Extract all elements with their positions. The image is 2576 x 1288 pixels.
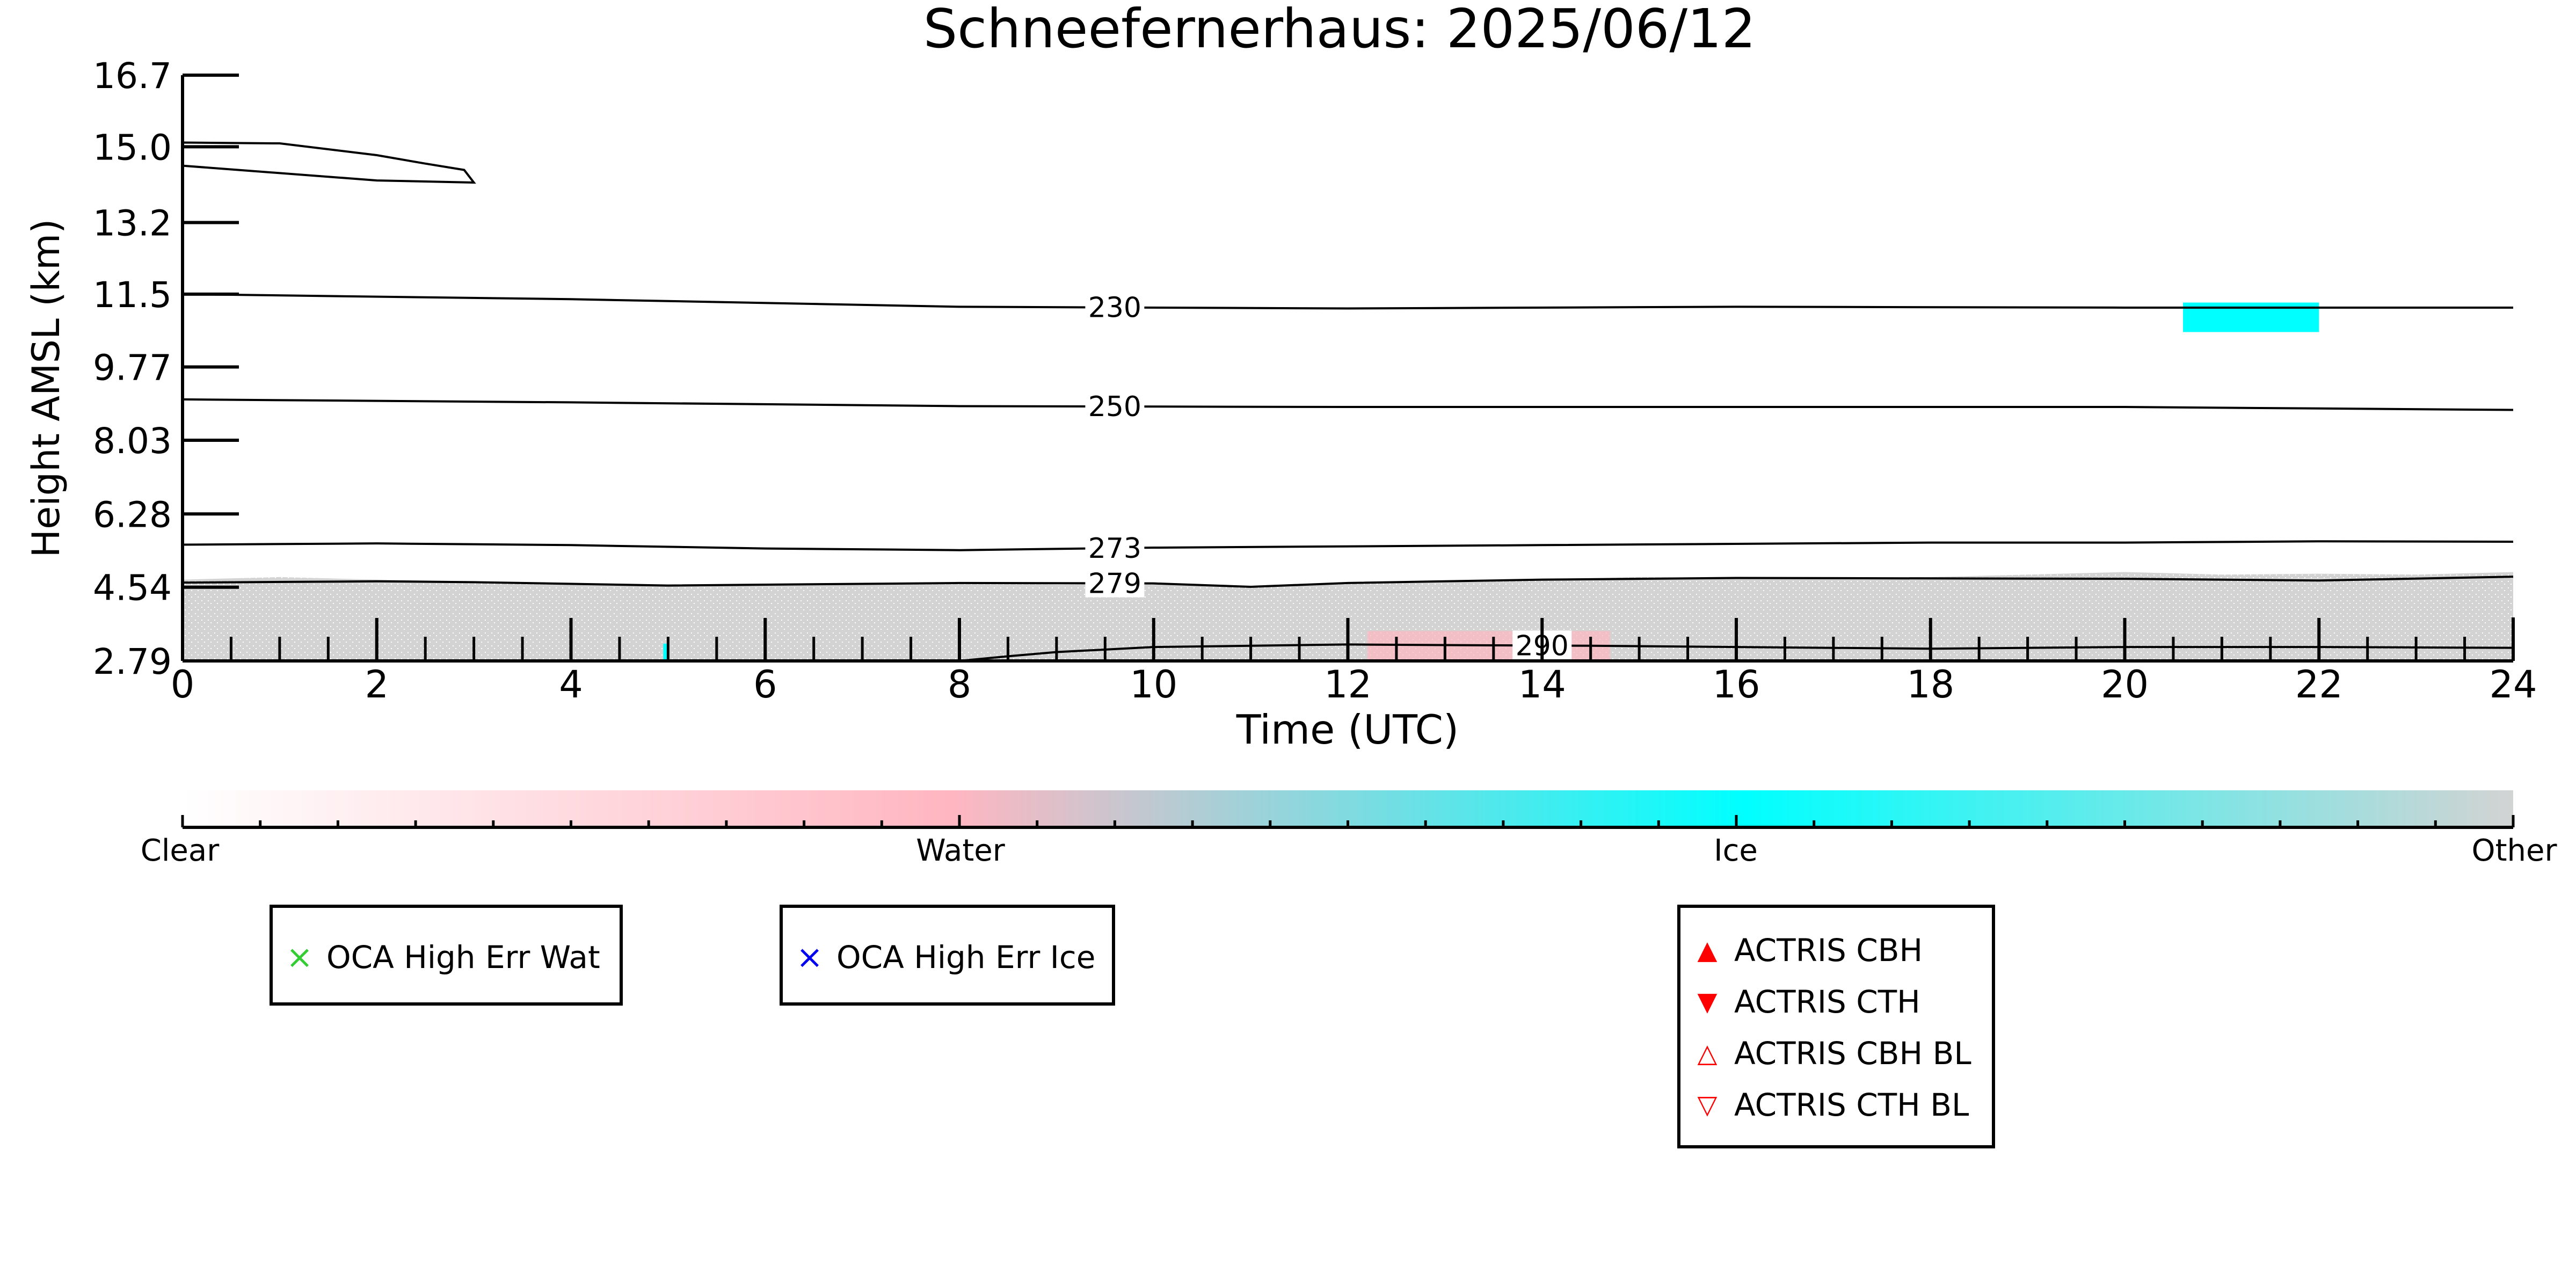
legend-label: OCA High Err Wat [326, 939, 600, 976]
contour-label: 279 [1088, 568, 1141, 600]
x-tick-label: 16 [1712, 663, 1760, 707]
y-tick-label: 11.5 [93, 274, 172, 316]
legend-label: ACTRIS CTH [1734, 984, 1920, 1020]
y-tick-label: 4.54 [93, 567, 172, 609]
legend-entry: × OCA High Err Wat [283, 939, 600, 976]
legend-actris: ▲ ACTRIS CBH ▼ ACTRIS CTH △ ACTRIS CBH B… [1677, 905, 1995, 1148]
colorbar: Clear Water Ice Other [141, 790, 2557, 868]
x-axis-label: Time (UTC) [1236, 706, 1459, 753]
contour-label-bg [1085, 568, 1145, 598]
x-tick-label: 2 [365, 663, 389, 707]
x-tick-label: 18 [1906, 663, 1954, 707]
contour-line-273 [182, 540, 2514, 551]
legend-entry: × OCA High Err Ice [794, 938, 1096, 976]
colorbar-label-ice: Ice [1714, 833, 1758, 868]
x-tick-label: 6 [753, 663, 777, 707]
contour-label: 230 [1088, 292, 1141, 324]
contour-line-279 [182, 576, 2514, 588]
legend-entry: △ ACTRIS CBH BL [1691, 1035, 1971, 1072]
region-ice-3 [663, 643, 668, 661]
legend-oca-wat: × OCA High Err Wat [270, 905, 623, 1006]
contour-label-bg [1085, 391, 1145, 421]
cross-icon: × [286, 938, 314, 976]
x-tick-label: 24 [2489, 663, 2537, 707]
y-tick-label: 15.0 [93, 127, 172, 168]
contour-line-closed [181, 141, 476, 184]
contour-line-230 [182, 293, 2513, 310]
x-tick-label: 4 [559, 663, 583, 707]
x-tick-label: 14 [1518, 663, 1566, 707]
colorbar-label-water: Water [916, 833, 1006, 868]
x-tick-label: 22 [2295, 663, 2343, 707]
x-tick-label: 0 [171, 663, 195, 707]
legend-label: ACTRIS CBH [1734, 932, 1923, 969]
legend-entry: ▲ ACTRIS CBH [1691, 932, 1923, 969]
legend-label: ACTRIS CTH BL [1734, 1087, 1969, 1123]
x-tick-label: 8 [948, 663, 972, 707]
x-tick-label: 20 [2101, 663, 2149, 707]
triangle-down-outline-icon: ▽ [1697, 1090, 1718, 1120]
legend-label: OCA High Err Ice [836, 939, 1096, 976]
y-tick-label: 16.7 [93, 55, 172, 97]
triangle-up-outline-icon: △ [1697, 1038, 1718, 1068]
contour-label-bg [1085, 533, 1145, 562]
x-tick-label: 12 [1324, 663, 1372, 707]
cross-icon: × [796, 938, 824, 976]
contour-label: 273 [1088, 533, 1141, 565]
contour-label: 250 [1088, 391, 1141, 423]
x-tick-label: 10 [1130, 663, 1177, 707]
legend-entry: ▼ ACTRIS CTH [1691, 984, 1920, 1020]
y-tick-label: 8.03 [93, 420, 172, 462]
chart-title: Schneefernerhaus: 2025/06/12 [923, 0, 1756, 60]
y-tick-label: 2.79 [93, 641, 172, 682]
colorbar-label-other: Other [2471, 833, 2557, 868]
colorbar-label-clear: Clear [141, 833, 220, 868]
triangle-down-icon: ▼ [1697, 987, 1718, 1017]
contour-line-250 [182, 398, 2514, 411]
y-tick-label: 9.77 [93, 347, 172, 389]
y-tick-label: 13.2 [93, 203, 172, 244]
triangle-up-icon: ▲ [1697, 935, 1718, 965]
legend-entry: ▽ ACTRIS CTH BL [1691, 1087, 1969, 1123]
legend-label: ACTRIS CBH BL [1734, 1035, 1971, 1072]
legend-oca-ice: × OCA High Err Ice [780, 905, 1115, 1006]
plot-area: 2302502732792902.794.546.288.039.7711.51… [93, 55, 2537, 707]
contour-label-bg [1085, 292, 1145, 322]
y-axis-label: Height AMSL (km) [24, 219, 68, 558]
y-tick-label: 6.28 [93, 494, 172, 535]
